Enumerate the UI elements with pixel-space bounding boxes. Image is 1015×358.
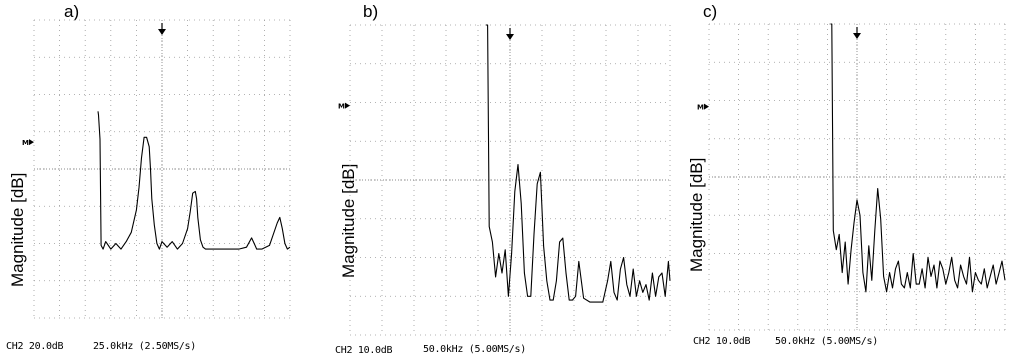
panel-b: b) Magnitude [dB] M CH2 10.0dB 50.0kHz (…: [335, 0, 685, 358]
graticule: [708, 23, 1006, 331]
trigger-arrowhead-icon: [853, 33, 861, 39]
channel-scale: CH2 10.0dB: [335, 345, 393, 356]
trigger-arrowhead-icon: [506, 34, 514, 40]
reference-marker-label: M: [697, 104, 704, 112]
reference-marker-icon: [29, 139, 34, 146]
panel-a: a) Magnitude [dB] M CH2 20.0dB 25.0kHz (…: [0, 0, 335, 358]
spectrum-trace: [830, 23, 1006, 293]
graticule: [33, 19, 291, 319]
scope-screen-a: M: [22, 19, 291, 319]
panel-c: c) Magnitude [dB] M CH2 10.0dB 50.0kHz (…: [685, 0, 1015, 358]
trigger-arrowhead-icon: [158, 29, 166, 35]
frequency-scale: 50.0kHz (5.00MS/s): [423, 344, 526, 355]
frequency-scale: 50.0kHz (5.00MS/s): [775, 336, 878, 347]
reference-marker-icon: [704, 103, 709, 110]
reference-marker-icon: [345, 102, 350, 109]
graticule: [349, 24, 671, 336]
spectrum-trace: [97, 111, 291, 250]
scope-screen-c: M: [697, 23, 1006, 331]
channel-scale: CH2 10.0dB: [693, 336, 751, 347]
spectrum-trace: [486, 24, 671, 303]
panel-letter: a): [64, 2, 80, 21]
channel-scale: CH2 20.0dB: [6, 341, 64, 352]
reference-marker-label: M: [22, 139, 29, 147]
panel-letter: c): [703, 2, 718, 21]
scope-screen-b: M: [338, 24, 671, 336]
frequency-scale: 25.0kHz (2.50MS/s): [93, 341, 196, 352]
panel-letter: b): [363, 2, 379, 21]
reference-marker-label: M: [338, 103, 345, 111]
